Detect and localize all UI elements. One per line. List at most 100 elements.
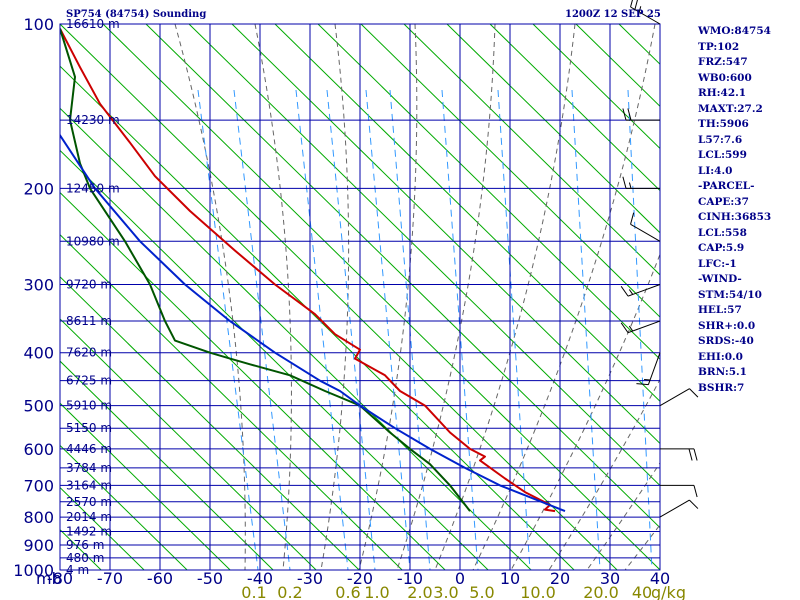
mixing-ratio-line xyxy=(295,89,349,570)
dry-adiabat xyxy=(60,233,403,570)
stat-line: SRDS:-40 xyxy=(698,335,754,347)
dry-adiabat xyxy=(317,24,660,360)
pressure-tick-label: 1000 xyxy=(13,561,54,580)
stat-line: BRN:5.1 xyxy=(698,366,747,378)
stat-line: STM:54/10 xyxy=(698,288,762,301)
temperature-tick-label: -70 xyxy=(97,569,123,588)
stat-line: EHI:0.0 xyxy=(698,350,743,363)
wind-barb-flag xyxy=(622,108,627,121)
dry-adiabat xyxy=(489,24,660,192)
wind-barb-flag xyxy=(622,176,627,189)
dry-adiabat xyxy=(446,24,660,234)
wind-barb xyxy=(620,320,661,334)
parcel-trace xyxy=(60,133,566,513)
mixing-ratio-label: 10.0 xyxy=(520,583,556,600)
height-label: 3784 m xyxy=(66,461,112,475)
temperature-tick-label: 30 xyxy=(600,569,620,588)
stat-line: LFC:-1 xyxy=(698,257,737,270)
dry-adiabat xyxy=(102,24,660,570)
stat-line: -PARCEL- xyxy=(698,180,755,192)
mixing-ratio-line xyxy=(571,89,601,570)
wind-barb-half-flag xyxy=(628,182,632,189)
stat-line: TH:5906 xyxy=(698,118,749,130)
pressure-tick-label: 100 xyxy=(23,15,54,34)
sounding-time: 1200Z 12 SEP 25 xyxy=(565,9,661,20)
height-label: 4446 m xyxy=(66,442,112,456)
mixing-ratio-line xyxy=(233,89,291,570)
stat-line: LI:4.0 xyxy=(698,164,733,177)
dry-adiabat xyxy=(60,149,489,570)
temperature-tick-label: -60 xyxy=(147,569,173,588)
pressure-tick-label: 900 xyxy=(23,536,54,555)
dry-adiabat xyxy=(403,24,660,276)
stat-line: MAXT:27.2 xyxy=(698,102,763,115)
temperature-tick-label: -20 xyxy=(347,569,373,588)
temperature-tick-label: -10 xyxy=(397,569,423,588)
moist-adiabat xyxy=(510,252,660,570)
pressure-tick-label: 500 xyxy=(23,397,54,416)
mixing-ratio-label: 0.6 xyxy=(335,583,360,600)
wind-barb xyxy=(622,176,660,189)
mixing-ratio-label: 20.0 xyxy=(583,583,619,600)
height-label: 976 m xyxy=(66,538,104,552)
dry-adiabat xyxy=(145,24,660,529)
height-label: 12450 m xyxy=(66,181,120,195)
mixing-ratio-line xyxy=(365,89,411,570)
dry-adiabat xyxy=(60,24,618,570)
pressure-tick-label: 800 xyxy=(23,508,54,527)
height-label: 10980 m xyxy=(66,234,120,248)
stat-line: TP:102 xyxy=(698,40,740,53)
wind-barb xyxy=(636,352,661,386)
temperature-tick-label: -50 xyxy=(197,569,223,588)
moist-adiabat xyxy=(586,462,660,570)
pressure-tick-label: 300 xyxy=(23,276,54,295)
stat-line: LCL:558 xyxy=(698,226,747,239)
stat-line: SHR+:0.0 xyxy=(698,319,756,332)
moist-adiabat xyxy=(254,24,292,570)
dry-adiabat xyxy=(60,191,446,570)
height-label: 14230 m xyxy=(66,113,120,127)
height-label: 8611 m xyxy=(66,314,112,328)
wind-barb-half-flag xyxy=(628,289,634,295)
stat-line: RH:42.1 xyxy=(698,87,747,99)
mixing-ratio-line xyxy=(197,89,259,570)
moist-adiabat xyxy=(434,24,576,570)
dry-adiabat xyxy=(60,444,188,570)
wind-barb-flag xyxy=(688,448,693,461)
wind-barb-half-flag xyxy=(638,6,642,13)
wind-barb xyxy=(660,484,698,498)
wind-barb xyxy=(659,499,699,518)
stat-line: WMO:84754 xyxy=(698,25,771,37)
wind-barb-flag xyxy=(627,108,632,121)
dewpoint-trace xyxy=(60,28,471,512)
wind-barb-half-flag xyxy=(628,325,634,332)
dry-adiabat xyxy=(532,24,660,150)
wind-barb-flag xyxy=(693,448,698,461)
plot-frame xyxy=(59,23,661,571)
wind-barb-half-flag xyxy=(644,378,651,381)
wind-barb xyxy=(630,212,661,242)
wind-barb xyxy=(660,448,698,461)
stat-line: CINH:36853 xyxy=(698,211,772,223)
height-label: 4 m xyxy=(66,563,89,577)
moist-adiabat xyxy=(396,24,496,570)
pressure-tick-label: 600 xyxy=(23,440,54,459)
mixing-ratio-label: 0.1 xyxy=(241,583,266,600)
stat-line: BSHR:7 xyxy=(698,381,745,394)
wind-barb-flag xyxy=(689,388,699,398)
height-label: 5910 m xyxy=(66,399,112,413)
wind-barb xyxy=(622,108,660,121)
stat-line: -WIND- xyxy=(698,273,742,285)
dry-adiabat xyxy=(60,402,231,570)
wind-barb-staff xyxy=(630,6,661,25)
wind-barb-staff xyxy=(647,352,661,385)
mixing-ratio-label: 40 xyxy=(632,583,652,600)
wind-barb-flag xyxy=(634,0,638,10)
pressure-tick-label: 400 xyxy=(23,344,54,363)
stat-line: CAP:5.9 xyxy=(698,242,745,254)
dry-adiabat xyxy=(60,360,274,570)
wind-barb-staff xyxy=(659,388,690,407)
stats-panel: WMO:84754 TP:102 FRZ:547 WB0:600 RH:42.1 MAXT… xyxy=(698,24,771,396)
wind-barb-flag xyxy=(620,286,629,297)
